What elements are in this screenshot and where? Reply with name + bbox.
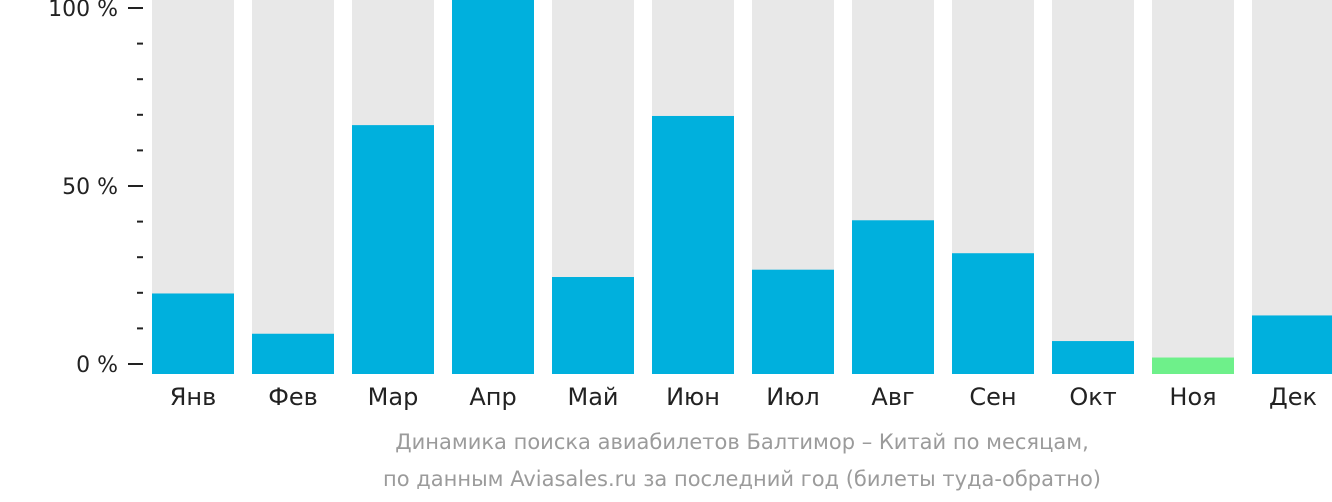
background-bars — [152, 0, 1332, 374]
bar — [1052, 341, 1134, 374]
bar — [552, 277, 634, 374]
y-axis: 100 % 50 % 0 % — [48, 0, 143, 378]
bar — [252, 333, 334, 374]
bar — [452, 0, 534, 374]
bar — [752, 269, 834, 374]
x-tick-label: Ноя — [1169, 383, 1216, 411]
bar-background — [1152, 0, 1234, 374]
y-tick-label: 0 % — [76, 353, 118, 378]
bar — [352, 125, 434, 375]
bar — [852, 220, 934, 374]
x-tick-label: Авг — [871, 383, 914, 411]
chart-subtitle: по данным Aviasales.ru за последний год … — [383, 467, 1101, 491]
bar — [952, 253, 1034, 374]
x-tick-label: Май — [567, 383, 618, 411]
bar — [1152, 357, 1234, 374]
x-tick-label: Окт — [1069, 383, 1116, 411]
x-tick-label: Июл — [766, 383, 820, 411]
bar-background — [1252, 0, 1332, 374]
bar — [152, 293, 234, 374]
bar — [1252, 315, 1332, 374]
bar-background — [252, 0, 334, 374]
chart-title: Динамика поиска авиабилетов Балтимор – К… — [395, 430, 1089, 454]
x-tick-label: Июн — [666, 383, 720, 411]
data-bars — [152, 0, 1332, 375]
y-tick-label: 100 % — [48, 0, 118, 22]
y-tick-label: 50 % — [62, 175, 118, 200]
x-tick-label: Дек — [1269, 383, 1317, 411]
x-tick-label: Фев — [268, 383, 318, 411]
x-tick-label: Апр — [469, 383, 516, 411]
bar — [652, 115, 734, 374]
x-tick-label: Янв — [170, 383, 217, 411]
bar-background — [1052, 0, 1134, 374]
x-axis: Янв Фев Мар Апр Май Июн Июл Авг Сен Окт Ноя Дек — [170, 383, 1317, 411]
x-tick-label: Мар — [368, 383, 419, 411]
x-tick-label: Сен — [969, 383, 1016, 411]
